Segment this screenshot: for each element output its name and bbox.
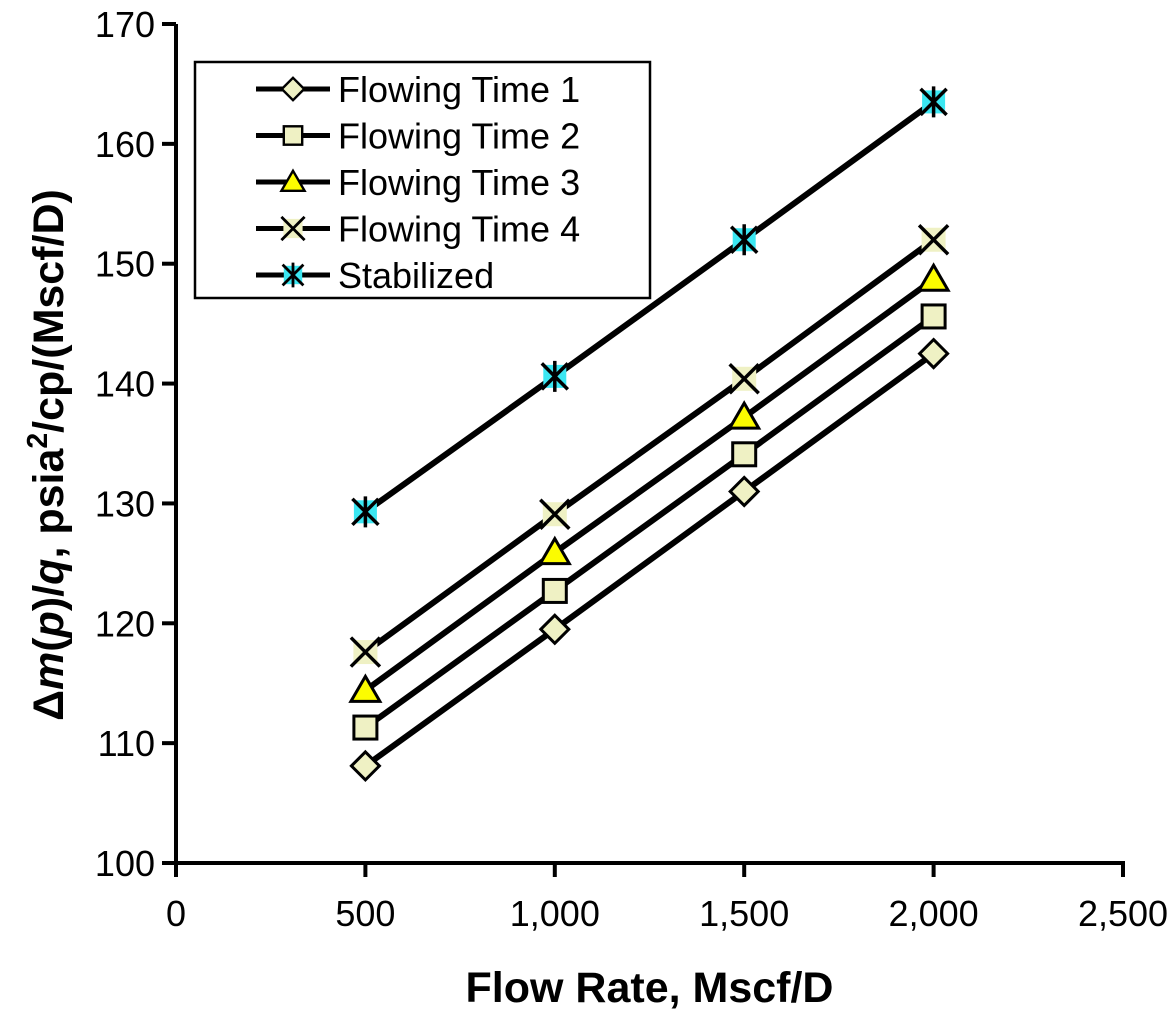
- legend-marker-asterisk: [281, 262, 305, 288]
- legend-item-5: Stabilized: [256, 255, 494, 296]
- data-point-s4-x1000: [539, 498, 571, 530]
- y-tick-label: 150: [95, 244, 155, 285]
- y-tick-label: 160: [95, 124, 155, 165]
- data-point-s3-x2000: [916, 262, 951, 292]
- y-tick-label: 120: [95, 603, 155, 644]
- legend-label: Flowing Time 1: [338, 69, 580, 110]
- legend: Flowing Time 1 Flowing Time 2 Flowing Time…: [193, 60, 652, 300]
- series-line-5: [362, 98, 937, 515]
- x-marker-icon: [349, 636, 382, 668]
- series-line-4: [362, 236, 937, 656]
- diamond-marker-icon: [917, 337, 950, 370]
- triangle-marker-icon: [537, 535, 572, 566]
- legend-label: Flowing Time 2: [338, 116, 580, 157]
- square-marker-icon: [352, 714, 379, 741]
- data-point-s4-x2000: [917, 224, 950, 256]
- y-tick-label: 130: [95, 483, 155, 524]
- x-tick-label: 2,000: [889, 893, 979, 934]
- x-marker-icon: [728, 363, 760, 395]
- y-tick-label: 140: [95, 364, 155, 405]
- asterisk-marker-icon: [281, 262, 305, 288]
- data-point-s1-x2000: [917, 337, 950, 370]
- diamond-marker-icon: [538, 613, 571, 646]
- legend-item-4: Flowing Time 4: [256, 209, 580, 250]
- data-point-s1-x1500: [728, 475, 761, 508]
- x-marker-icon: [280, 215, 306, 242]
- data-point-s3-x500: [348, 673, 383, 703]
- data-point-s4-x1500: [728, 363, 760, 395]
- square-marker-icon: [731, 441, 758, 468]
- y-tick-label: 110: [98, 723, 155, 764]
- triangle-marker-icon: [727, 400, 762, 430]
- legend-label: Flowing Time 3: [338, 162, 580, 203]
- triangle-marker-icon: [348, 673, 383, 703]
- triangle-marker-icon: [279, 168, 307, 192]
- asterisk-marker-icon: [919, 86, 948, 118]
- x-tick-label: 0: [166, 893, 186, 934]
- data-point-s5-x1000: [540, 360, 570, 392]
- square-marker-icon: [282, 125, 304, 146]
- series-line-2: [362, 313, 937, 731]
- data-point-s2-x1000: [541, 577, 568, 604]
- asterisk-marker-icon: [540, 360, 570, 392]
- data-point-s3-x1000: [537, 535, 572, 566]
- diamond-marker-icon: [728, 475, 761, 508]
- asterisk-marker-icon: [729, 224, 759, 256]
- y-axis-title: Δm(p)/q, psia2/cp/(Mscf/D): [22, 189, 73, 721]
- legend-item-1: Flowing Time 1: [256, 69, 580, 110]
- data-point-s4-x500: [349, 636, 382, 668]
- legend-marker-square: [282, 125, 304, 146]
- data-point-s3-x1500: [727, 400, 762, 430]
- square-marker-icon: [920, 303, 947, 330]
- asterisk-marker-icon: [351, 496, 380, 528]
- triangle-marker-icon: [916, 262, 951, 292]
- data-point-s2-x2000: [920, 303, 947, 330]
- data-point-s5-x2000: [919, 86, 948, 118]
- diamond-marker-icon: [280, 76, 306, 102]
- x-marker-icon: [917, 224, 950, 256]
- legend-label: Stabilized: [338, 255, 494, 296]
- series-line-1: [362, 350, 937, 769]
- x-axis-title: Flow Rate, Mscf/D: [466, 964, 834, 1012]
- data-point-s2-x500: [352, 714, 379, 741]
- series-line-3: [362, 276, 937, 694]
- square-marker-icon: [541, 577, 568, 604]
- legend-marker-x: [280, 215, 306, 242]
- data-point-s5-x1500: [729, 224, 759, 256]
- x-marker-icon: [539, 498, 571, 530]
- legend-label: Flowing Time 4: [338, 209, 580, 250]
- data-point-s1-x1000: [538, 613, 571, 646]
- diamond-marker-icon: [349, 749, 382, 783]
- legend-marker-diamond: [280, 76, 306, 102]
- axes: 100 110 120 130 140 150 160 170 0 500 1,000 1,500 2,…: [95, 4, 1168, 934]
- legend-marker-triangle: [279, 168, 307, 192]
- legend-item-2: Flowing Time 2: [256, 116, 580, 157]
- data-point-s2-x1500: [731, 441, 758, 468]
- data-point-s1-x500: [349, 749, 382, 783]
- y-tick-label: 100: [95, 843, 155, 884]
- data-point-s5-x500: [351, 496, 380, 528]
- x-tick-label: 2,500: [1078, 893, 1168, 934]
- x-tick-label: 500: [335, 893, 395, 934]
- x-tick-label: 1,000: [510, 893, 600, 934]
- x-tick-label: 1,500: [699, 893, 789, 934]
- y-tick-label: 170: [95, 4, 155, 45]
- legend-item-3: Flowing Time 3: [256, 162, 580, 203]
